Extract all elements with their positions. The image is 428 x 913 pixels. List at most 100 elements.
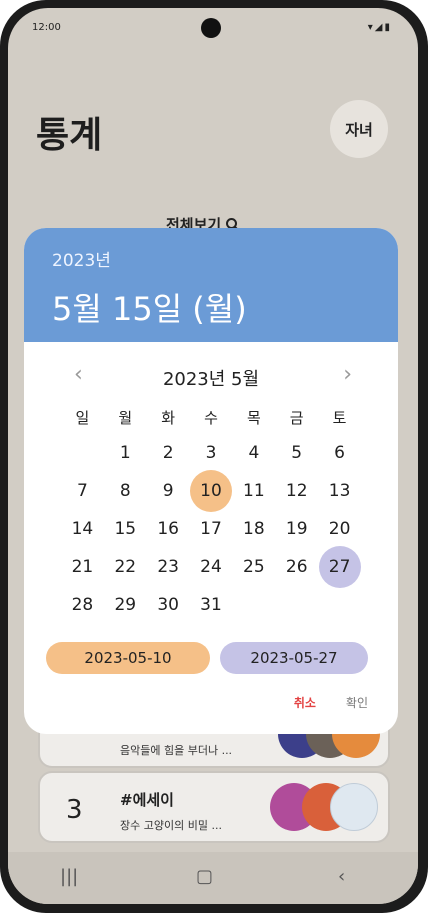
calendar-day[interactable]: 19 bbox=[275, 510, 318, 548]
calendar-day[interactable]: 11 bbox=[232, 472, 275, 510]
cancel-button[interactable]: 취소 bbox=[293, 696, 316, 710]
calendar-day[interactable]: 13 bbox=[318, 472, 361, 510]
calendar-day[interactable]: 7 bbox=[61, 472, 104, 510]
empty-day-cell bbox=[61, 434, 104, 472]
empty-day-cell bbox=[275, 586, 318, 624]
calendar-day[interactable]: 23 bbox=[147, 548, 190, 586]
confirm-button[interactable]: 확인 bbox=[345, 696, 368, 710]
header-year[interactable]: 2023년 bbox=[52, 251, 111, 271]
calendar-day[interactable]: 6 bbox=[318, 434, 361, 472]
calendar-day-number: 1 bbox=[119, 443, 131, 463]
card-description: 장수 고양이의 비밀 ... bbox=[120, 819, 222, 832]
calendar-day-number: 10 bbox=[200, 481, 222, 501]
calendar-day[interactable]: 9 bbox=[147, 472, 190, 510]
calendar-day-number: 25 bbox=[243, 557, 265, 577]
calendar-day-number: 7 bbox=[77, 481, 88, 501]
calendar-day-number: 30 bbox=[157, 595, 179, 615]
header-selected-date: 5월 15일 (월) bbox=[52, 290, 247, 328]
calendar-day-number: 22 bbox=[114, 557, 137, 577]
home-button[interactable]: ▢ bbox=[196, 866, 214, 887]
book-card[interactable]: 3 #에세이 장수 고양이의 비밀 ... bbox=[38, 771, 390, 843]
weekday-label: 금 bbox=[289, 409, 304, 427]
calendar-week-row: 14 15 16 17 18 19 20 bbox=[61, 510, 361, 548]
calendar-day[interactable]: 22 bbox=[104, 548, 147, 586]
month-label: 2023년 5월 bbox=[162, 369, 260, 390]
system-nav-bar: ||| ▢ ‹ bbox=[8, 852, 418, 904]
calendar-day-number: 18 bbox=[243, 519, 265, 539]
calendar-day[interactable]: 24 bbox=[190, 548, 233, 586]
calendar-day-number: 5 bbox=[291, 443, 303, 463]
calendar-day[interactable]: 21 bbox=[61, 548, 104, 586]
calendar-day-number: 24 bbox=[200, 557, 222, 577]
calendar-week-row: 21 22 23 24 25 26 27 bbox=[61, 546, 361, 588]
calendar-day-number: 19 bbox=[285, 519, 308, 539]
range-start-chip[interactable]: 2023-05-10 bbox=[46, 642, 210, 674]
calendar-day-number: 6 bbox=[334, 443, 345, 463]
status-bar: 12:00 ▾◢▮ bbox=[8, 8, 418, 48]
calendar-week-row: 7 8 9 10 11 12 13 bbox=[61, 470, 361, 512]
calendar-week-row: 1 2 3 4 5 6 bbox=[61, 434, 361, 472]
dialog-header: 2023년 5월 15일 (월) bbox=[24, 228, 398, 342]
calendar-day-number: 26 bbox=[285, 557, 308, 577]
calendar-day[interactable]: 16 bbox=[147, 510, 190, 548]
calendar-day[interactable]: 10 bbox=[189, 470, 233, 512]
calendar-day[interactable]: 2 bbox=[147, 434, 190, 472]
weekday-label: 일 bbox=[75, 409, 90, 427]
calendar-day-number: 11 bbox=[243, 481, 265, 501]
calendar-week-row: 28 29 30 31 bbox=[61, 586, 361, 624]
calendar-day[interactable]: 3 bbox=[190, 434, 233, 472]
calendar-day-number: 21 bbox=[71, 557, 94, 577]
calendar-day[interactable]: 8 bbox=[104, 472, 147, 510]
calendar-day[interactable]: 17 bbox=[190, 510, 233, 548]
calendar-day[interactable]: 14 bbox=[61, 510, 104, 548]
calendar-day[interactable]: 29 bbox=[104, 586, 147, 624]
calendar-day-number: 15 bbox=[114, 519, 137, 539]
calendar-day[interactable]: 18 bbox=[232, 510, 275, 548]
camera-cutout bbox=[201, 18, 221, 38]
calendar-day-number: 3 bbox=[205, 443, 217, 463]
chevron-right-icon[interactable]: › bbox=[343, 362, 352, 387]
calendar-day-number: 8 bbox=[119, 481, 131, 501]
calendar-day[interactable]: 20 bbox=[318, 510, 361, 548]
calendar-day-number: 14 bbox=[71, 519, 94, 539]
weekday-label: 화 bbox=[161, 409, 176, 427]
calendar-day[interactable]: 26 bbox=[275, 548, 318, 586]
calendar-day[interactable]: 30 bbox=[147, 586, 190, 624]
calendar-day[interactable]: 28 bbox=[61, 586, 104, 624]
chevron-left-icon[interactable]: ‹ bbox=[74, 362, 83, 387]
calendar-day[interactable]: 27 bbox=[318, 546, 361, 588]
range-end-chip[interactable]: 2023-05-27 bbox=[220, 642, 368, 674]
calendar-day-number: 13 bbox=[328, 481, 351, 501]
calendar-day[interactable]: 12 bbox=[275, 472, 318, 510]
screen: 12:00 ▾◢▮ 통계 자녀 전체보기 음악들에 힘을 부더나 ... 3 #… bbox=[8, 8, 418, 904]
signal-battery-icon: ▾◢▮ bbox=[367, 22, 392, 33]
weekday-label: 수 bbox=[204, 409, 218, 427]
calendar-day-number: 29 bbox=[114, 595, 137, 615]
calendar-day-number: 20 bbox=[328, 519, 351, 539]
child-avatar-button[interactable]: 자녀 bbox=[330, 100, 388, 158]
empty-day-cell bbox=[318, 586, 361, 624]
calendar-day[interactable]: 1 bbox=[104, 434, 147, 472]
calendar-day[interactable]: 15 bbox=[104, 510, 147, 548]
month-navigation: ‹ 2023년 5월 › bbox=[24, 362, 398, 392]
book-cover-thumb bbox=[330, 783, 378, 831]
back-button[interactable]: ‹ bbox=[338, 866, 346, 887]
calendar-day-number: 4 bbox=[248, 443, 260, 463]
status-time: 12:00 bbox=[32, 22, 61, 33]
calendar-day[interactable]: 5 bbox=[275, 434, 318, 472]
weekday-label: 목 bbox=[246, 409, 261, 427]
calendar-day[interactable]: 25 bbox=[232, 548, 275, 586]
card-tag: #에세이 bbox=[120, 791, 174, 809]
calendar-day[interactable]: 31 bbox=[190, 586, 233, 624]
calendar-day[interactable]: 4 bbox=[232, 434, 275, 472]
calendar-day-number: 2 bbox=[162, 443, 174, 463]
empty-day-cell bbox=[232, 586, 275, 624]
card-description: 음악들에 힘을 부더나 ... bbox=[120, 744, 233, 757]
weekday-label: 월 bbox=[118, 409, 133, 427]
recents-button[interactable]: ||| bbox=[60, 866, 79, 887]
calendar-day-number: 31 bbox=[200, 595, 222, 615]
calendar-day-number: 16 bbox=[157, 519, 179, 539]
